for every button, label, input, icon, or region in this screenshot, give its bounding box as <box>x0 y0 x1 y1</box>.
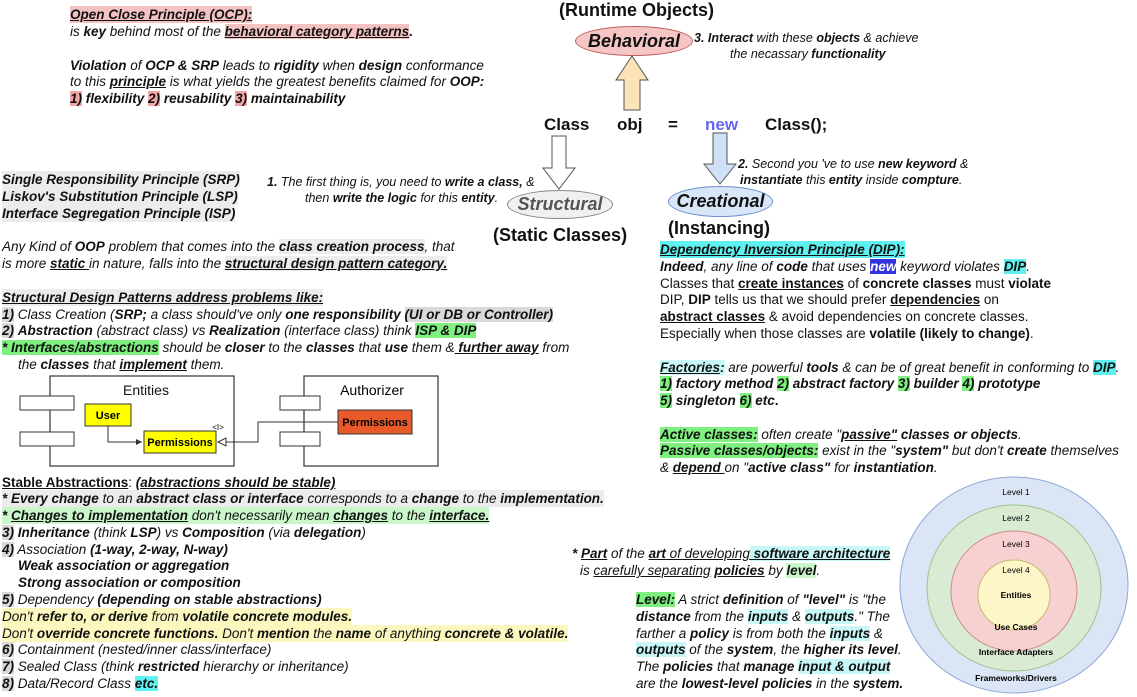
permissions-box <box>143 430 217 454</box>
note2-line1: 2. Second you 've to use new keyword & <box>738 157 969 171</box>
principle-lsp: Liskov's Substitution Principle (LSP) <box>2 188 238 205</box>
ocp-title: Open Close Principle (OCP): <box>70 6 253 23</box>
stable-line5b: Don't override concrete functions. Don't… <box>2 625 569 642</box>
down-arrow-structural <box>541 135 577 190</box>
principle-srp: Single Responsibility Principle (SRP) <box>2 171 240 188</box>
arch-line1: * Part of the art of developing software… <box>572 546 891 561</box>
stable-title: Stable Abstractions: (abstractions shoul… <box>2 475 336 490</box>
stable-line1: * Every change to an abstract class or i… <box>2 490 604 507</box>
static-classes-label: (Static Classes) <box>493 225 628 245</box>
factories-line3: 5) singleton 6) etc. <box>660 393 779 408</box>
sdp-line1: 1) Class Creation (SRP; a class should'v… <box>2 307 554 322</box>
authorizer-label: Authorizer <box>340 382 404 398</box>
onion-diagram: Level 1 Level 2 Level 3 Level 4 Entities… <box>899 476 1129 694</box>
ocp-line1: is key behind most of the behavioral cat… <box>70 24 413 39</box>
dip-line5: Especially when those classes are volati… <box>660 326 1034 341</box>
active-line2: Passive classes/objects: exist in the "s… <box>660 443 1119 458</box>
interface-marker: <I> <box>212 423 224 432</box>
note1-line1: 1. The first thing is, you need to write… <box>267 175 535 189</box>
stable-line6: 6) Containment (nested/inner class/inter… <box>2 642 272 657</box>
permissions-label: Permissions <box>147 437 212 449</box>
ring-level4 <box>977 559 1051 631</box>
code-class: Class <box>544 115 590 134</box>
stable-line4: 4) Association (1-way, 2-way, N-way) <box>2 542 228 557</box>
interface-adapters-label: Interface Adapters <box>979 647 1054 657</box>
structural-intro-line1: Any Kind of OOP problem that comes into … <box>2 239 455 254</box>
dip-line2: Classes that create instances of concret… <box>660 276 1051 291</box>
sdp-line3: * Interfaces/abstractions should be clos… <box>2 340 570 355</box>
level-line3: farther a policy is from both the inputs… <box>636 626 883 641</box>
level-line6: are the lowest-level policies in the sys… <box>636 676 904 691</box>
user-label: User <box>96 410 121 422</box>
ocp-line4: 1) flexibility 2) reusability 3) maintai… <box>70 91 346 106</box>
entities-diagram: Entities User Permissions <I> Authorizer… <box>19 375 439 467</box>
code-obj: obj <box>617 115 643 134</box>
sdp-line2: 2) Abstraction (abstract class) vs Reali… <box>2 323 477 338</box>
level-line5: The policies that manage input & output <box>636 659 891 674</box>
frameworks-label: Frameworks/Drivers <box>975 673 1057 683</box>
entities-label: Entities <box>123 382 169 398</box>
instancing-label: (Instancing) <box>668 218 770 238</box>
active-line1: Active classes: often create "passive" c… <box>660 427 1022 442</box>
arch-line2: is carefully separating policies by leve… <box>580 563 821 578</box>
sdp-title: Structural Design Patterns address probl… <box>2 289 324 306</box>
code-ctor: Class(); <box>765 115 828 134</box>
auth-permissions-label: Permissions <box>342 417 407 429</box>
up-arrow <box>615 55 649 111</box>
stable-line3: 3) Inheritance (think LSP) vs Compositio… <box>2 525 366 540</box>
factories-line2: 1) factory method 2) abstract factory 3)… <box>660 376 1041 391</box>
dip-line3: DIP, DIP tells us that we should prefer … <box>660 292 999 307</box>
factories-line1: Factories: are powerful tools & can be o… <box>660 360 1120 375</box>
level-line2: distance from the inputs & outputs." The <box>636 609 890 624</box>
ocp-line3: to this principle is what yields the gre… <box>70 74 485 89</box>
principle-isp: Interface Segregation Principle (ISP) <box>2 205 236 222</box>
structural-ellipse: Structural <box>507 190 613 219</box>
level2-label: Level 2 <box>1002 513 1030 523</box>
note2-line2: instantiate this entity inside compture. <box>740 173 963 187</box>
stable-line5a: Don't refer to, or derive from volatile … <box>2 608 352 625</box>
creational-ellipse: Creational <box>668 186 773 217</box>
use-cases-label: Use Cases <box>994 622 1037 632</box>
dip-line4: abstract classes & avoid dependencies on… <box>660 309 1029 324</box>
stable-line8: 8) Data/Record Class etc. <box>2 676 159 691</box>
entities-ring-label: Entities <box>1001 590 1032 600</box>
note3-line1: 3. Interact with these objects & achieve <box>694 31 919 45</box>
dip-title: Dependency Inversion Principle (DIP): <box>660 241 905 258</box>
behavioral-ellipse: Behavioral <box>575 26 693 56</box>
level1-label: Level 1 <box>1002 487 1030 497</box>
level-line1: Level: A strict definition of "level" is… <box>636 592 886 607</box>
runtime-objects-label: (Runtime Objects) <box>559 0 715 20</box>
code-equals: = <box>668 115 678 134</box>
structural-intro-line2: is more static in nature, falls into the… <box>2 256 448 271</box>
level-line4: outputs of the system, the higher its le… <box>636 642 902 657</box>
stable-line5: 5) Dependency (depending on stable abstr… <box>2 592 322 607</box>
code-new: new <box>705 115 739 134</box>
note1-line2: then write the logic for this entity. <box>305 191 499 205</box>
level3-label: Level 3 <box>1002 539 1030 549</box>
stable-line4b: Weak association or aggregation <box>18 558 230 573</box>
stable-line7: 7) Sealed Class (think restricted hierar… <box>2 659 349 674</box>
note3-line2: the necassary functionality <box>730 47 886 61</box>
active-line3: & depend on "active class" for instantia… <box>660 460 938 475</box>
ocp-line2: Violation of OCP & SRP leads to rigidity… <box>70 58 484 73</box>
level4-label: Level 4 <box>1002 565 1030 575</box>
auth-permissions-box <box>337 409 413 435</box>
stable-line2: * Changes to implementation don't necess… <box>2 507 490 524</box>
sdp-line4: the classes that implement them. <box>18 357 225 372</box>
stable-line4c: Strong association or composition <box>18 575 241 590</box>
dip-line1: Indeed, any line of code that uses new k… <box>660 259 1030 274</box>
down-arrow-creational <box>702 132 738 185</box>
